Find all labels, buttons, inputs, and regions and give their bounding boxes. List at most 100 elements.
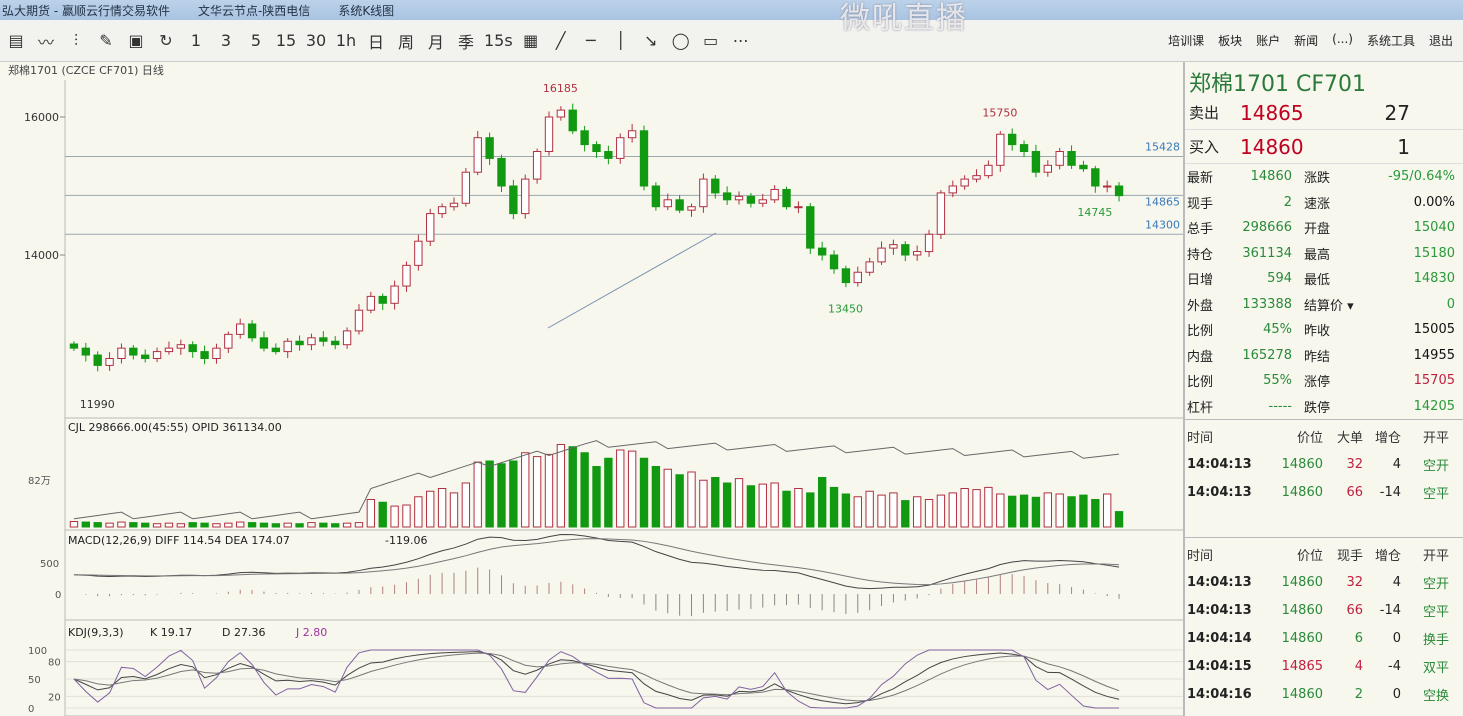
menu-5[interactable]: 系统工具 <box>1366 34 1415 48</box>
tick-row: 14:04:13 14860 32 4 空开 <box>1185 450 1463 478</box>
menu-1[interactable]: 板块 <box>1218 34 1243 48</box>
draw-tool-icon[interactable]: │ <box>615 31 626 50</box>
volume-bar <box>473 461 482 528</box>
volume-bar <box>1007 495 1017 528</box>
candle <box>105 358 114 366</box>
tick-row: 14:04:13 14860 66 -14 空平 <box>1185 596 1463 624</box>
period-1h[interactable]: 1h <box>335 31 357 50</box>
watermark-logo: 微吼直播 <box>840 1 968 36</box>
tick-cell: -14 <box>1379 484 1401 500</box>
volume-bar <box>200 522 209 528</box>
tick-cell: 开平 <box>1422 430 1449 446</box>
menu-2[interactable]: 账户 <box>1256 34 1281 48</box>
period-3[interactable]: 3 <box>220 31 232 50</box>
tick-cell: 14:04:13 <box>1187 484 1252 500</box>
volume-bar <box>141 522 150 528</box>
bid-price: 14860 <box>1240 134 1304 159</box>
quote-value: 361134 <box>1242 245 1292 261</box>
period-1[interactable]: 1 <box>190 31 202 50</box>
kdj-tick: 20 <box>48 692 61 703</box>
candle <box>164 347 174 353</box>
volume-bar <box>984 486 993 528</box>
quote-value: 14205 <box>1413 398 1455 414</box>
tick-cell: 32 <box>1346 456 1363 472</box>
tick-list-big: 时间 价位 大单 增仓 开平 14:04:13 14860 32 4 空开 14:04:13 1486… <box>1185 419 1463 537</box>
draw-tool-icon[interactable]: ╱ <box>555 31 566 50</box>
tick-cell: 14860 <box>1281 484 1323 500</box>
volume-bar <box>1055 493 1064 528</box>
kdj-tick: 100 <box>28 646 47 657</box>
title-node: 文华云节点-陕西电信 <box>197 3 311 18</box>
volume-bar <box>604 457 613 528</box>
menu-6[interactable]: 退出 <box>1428 34 1453 48</box>
ask-row[interactable]: 卖出 14865 27 <box>1185 96 1463 130</box>
draw-tool-icon[interactable]: ▦ <box>523 31 539 50</box>
volume-bar <box>1103 493 1112 528</box>
quote-value: 45% <box>1263 322 1292 338</box>
tick-cell: 现手 <box>1336 548 1363 564</box>
macd-tick: 500 <box>40 559 59 570</box>
menu-4[interactable]: (...) <box>1332 32 1353 46</box>
tick-cell: 14860 <box>1281 574 1323 590</box>
candle <box>532 151 542 180</box>
period-15[interactable]: 15 <box>275 31 297 50</box>
table-icon[interactable]: ▤ <box>8 31 24 50</box>
ask-volume: 27 <box>1384 100 1410 125</box>
volume-bar <box>912 496 922 528</box>
period-5[interactable]: 5 <box>250 31 262 50</box>
refresh-icon[interactable]: ↻ <box>159 31 173 50</box>
quote-value: 15705 <box>1413 373 1455 389</box>
tick-cell: -4 <box>1388 658 1401 674</box>
volume-bar <box>889 492 898 528</box>
period-周[interactable]: 周 <box>397 32 414 52</box>
quote-value: ----- <box>1268 398 1292 414</box>
quote-row: 现手 2 速涨 0.00% <box>1185 190 1463 216</box>
price-level-label: 14865 <box>1145 195 1180 208</box>
draw-tool-icon[interactable]: ↘ <box>644 31 658 50</box>
quote-label: 现手 <box>1187 196 1214 212</box>
candle <box>1114 185 1124 197</box>
candle <box>152 351 162 360</box>
candle <box>141 354 150 359</box>
candle-icon[interactable]: ⫶ <box>73 30 78 50</box>
volume-bar <box>247 522 257 528</box>
period-季[interactable]: 季 <box>457 32 474 52</box>
volume-bar <box>972 489 981 528</box>
menu-0[interactable]: 培训课 <box>1168 34 1205 48</box>
draw-tool-icon[interactable]: ─ <box>585 31 596 50</box>
candle <box>81 347 90 356</box>
volume-bar <box>354 522 364 528</box>
candle <box>342 330 352 346</box>
candle <box>247 323 257 339</box>
tick-cell: 时间 <box>1187 430 1214 446</box>
menu-3[interactable]: 新闻 <box>1294 34 1319 48</box>
period-日[interactable]: 日 <box>367 32 384 52</box>
kline-chart[interactable]: 14000 16000 15428 14865 14300 16185 15750 14745… <box>0 80 1183 716</box>
paint-icon[interactable]: ✎ <box>99 31 113 50</box>
bid-row[interactable]: 买入 14860 1 <box>1185 130 1463 164</box>
line-icon[interactable]: 〰 <box>37 32 54 52</box>
trend-arrow <box>547 232 717 329</box>
save-icon[interactable]: ▣ <box>128 31 144 50</box>
macd-tick: 0 <box>55 590 61 601</box>
draw-tool-icon[interactable]: ⋯ <box>732 31 749 50</box>
period-月[interactable]: 月 <box>427 32 444 52</box>
volume-bar <box>461 482 471 528</box>
tick-cell: 0 <box>1392 630 1401 646</box>
candle <box>544 116 554 152</box>
period-30[interactable]: 30 <box>305 31 327 50</box>
quote-label: 杠杆 <box>1187 400 1214 416</box>
volume-bar <box>568 446 577 528</box>
volume-bar <box>699 479 708 528</box>
candle <box>1079 164 1088 170</box>
candle <box>366 295 376 311</box>
kdj-j: J 2.80 <box>295 626 327 639</box>
volume-bar <box>651 466 661 528</box>
draw-tool-icon[interactable]: ◯ <box>671 31 690 50</box>
draw-tool-icon[interactable]: ▭ <box>703 31 719 50</box>
volume-bar <box>639 457 649 528</box>
tick-cell: 4 <box>1354 658 1363 674</box>
candle <box>972 175 981 180</box>
tick-cell: 14860 <box>1281 602 1323 618</box>
period-15s[interactable]: 15s <box>484 31 513 50</box>
